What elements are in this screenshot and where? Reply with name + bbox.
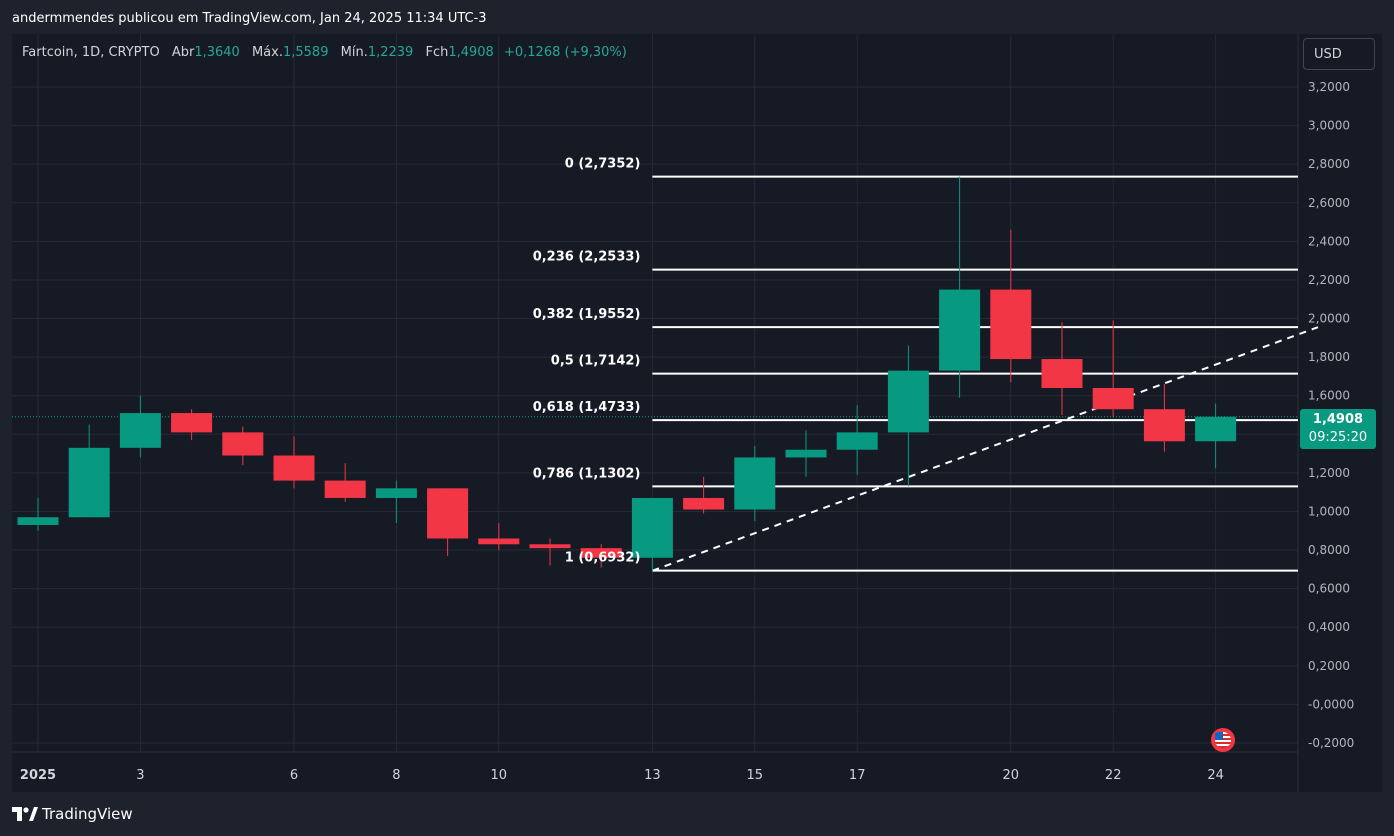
x-tick-label: 8	[392, 768, 400, 783]
fib-level-label: 0,618 (1,4733)	[533, 400, 641, 415]
x-tick-label: 6	[290, 768, 298, 783]
candle-body[interactable]	[1092, 387, 1134, 410]
trendline[interactable]	[652, 326, 1319, 572]
candle-body[interactable]	[1041, 359, 1083, 388]
publisher-line: andermmendes publicou em TradingView.com…	[12, 11, 487, 26]
open-value: 1,3640	[194, 45, 240, 60]
y-tick-label: -0,0000	[1308, 697, 1354, 711]
y-tick-label: 2,2000	[1308, 273, 1350, 287]
y-tick-label: 2,0000	[1308, 312, 1350, 326]
x-tick-label: 10	[491, 768, 508, 783]
y-tick-label: 2,6000	[1308, 196, 1350, 210]
x-tick-label: 15	[747, 768, 764, 783]
chart-area[interactable]: 3,2000 3,0000 2,8000 2,6000 2,4000 2,2000 2,00…	[12, 34, 1382, 792]
bar-countdown: 09:25:20	[1308, 430, 1368, 445]
x-tick-label: 3	[136, 768, 144, 783]
currency-button[interactable]: USD	[1303, 38, 1375, 70]
change-value: +0,1268 (+9,30%)	[503, 45, 627, 60]
candle-body[interactable]	[990, 289, 1032, 360]
y-tick-label: 1,0000	[1308, 504, 1350, 518]
low-value: 1,2239	[367, 45, 414, 60]
tradingview-logo-icon	[12, 807, 38, 821]
y-tick-label: 1,6000	[1308, 389, 1350, 403]
y-tick-label: 1,8000	[1308, 350, 1350, 364]
y-tick-label: 1,2000	[1308, 466, 1350, 480]
candle-body[interactable]	[171, 413, 213, 433]
fib-level-label: 0 (2,7352)	[565, 157, 641, 172]
fib-level-label: 0,5 (1,7142)	[551, 354, 641, 369]
last-price-value: 1,4908	[1312, 412, 1364, 427]
high-value: 1,5589	[282, 45, 329, 60]
close-label: Fch	[425, 45, 449, 60]
candle-body[interactable]	[375, 488, 417, 498]
candle-body[interactable]	[683, 497, 725, 510]
x-tick-label: 22	[1105, 768, 1122, 783]
candle-body[interactable]	[836, 432, 878, 450]
candle-body[interactable]	[222, 432, 264, 456]
candle-body[interactable]	[273, 455, 315, 481]
tradingview-brand[interactable]: TradingView	[12, 804, 133, 824]
y-tick-label: 2,4000	[1308, 234, 1350, 248]
y-tick-label: 3,2000	[1308, 80, 1350, 94]
fib-level-label: 0,786 (1,1302)	[533, 466, 641, 481]
flag-canton	[1215, 732, 1223, 740]
x-tick-label: 2025	[20, 768, 56, 783]
x-tick-label: 13	[644, 768, 661, 783]
y-tick-label: 2,8000	[1308, 157, 1350, 171]
x-tick-label: 17	[849, 768, 866, 783]
fib-level-label: 0,382 (1,9552)	[533, 307, 641, 322]
x-tick-label: 24	[1207, 768, 1224, 783]
y-tick-label: 0,2000	[1308, 659, 1350, 673]
x-tick-label: 20	[1003, 768, 1020, 783]
y-tick-label: 0,6000	[1308, 582, 1350, 596]
y-tick-label: -0,2000	[1308, 736, 1354, 750]
open-label: Abr	[171, 45, 195, 60]
candle-body[interactable]	[17, 517, 59, 525]
last-price-tag: 1,4908 09:25:20	[1300, 409, 1376, 449]
candle-body[interactable]	[1143, 409, 1185, 442]
brand-name: TradingView	[42, 805, 133, 823]
us-flag-icon[interactable]	[1211, 728, 1235, 752]
candle-body[interactable]	[119, 413, 161, 448]
y-tick-label: 0,4000	[1308, 620, 1350, 634]
candle-body[interactable]	[887, 370, 929, 433]
candle-body[interactable]	[631, 497, 673, 558]
candle-body[interactable]	[529, 544, 571, 549]
low-label: Mín.	[340, 45, 368, 60]
high-label: Máx.	[251, 45, 283, 60]
candlestick-chart[interactable]: 3,2000 3,0000 2,8000 2,6000 2,4000 2,2000 2,00…	[12, 34, 1382, 792]
symbol-label[interactable]: Fartcoin, 1D, CRYPTO	[22, 45, 160, 60]
close-value: 1,4908	[448, 45, 494, 60]
candle-body[interactable]	[478, 538, 520, 545]
y-tick-label: 3,0000	[1308, 119, 1350, 133]
candle-body[interactable]	[785, 449, 827, 458]
fib-level-label: 1 (0,6932)	[565, 551, 641, 566]
candle-body[interactable]	[68, 447, 110, 518]
fib-level-label: 0,236 (2,2533)	[533, 250, 641, 265]
candle-body[interactable]	[427, 488, 469, 539]
candle-body[interactable]	[324, 480, 366, 498]
candle-body[interactable]	[1195, 416, 1237, 442]
ohlc-legend: Fartcoin, 1D, CRYPTO Abr1,3640 Máx.1,558…	[22, 45, 627, 60]
candle-body[interactable]	[734, 457, 776, 510]
candle-body[interactable]	[939, 289, 981, 371]
candle-body[interactable]	[580, 548, 622, 558]
y-tick-label: 0,8000	[1308, 543, 1350, 557]
